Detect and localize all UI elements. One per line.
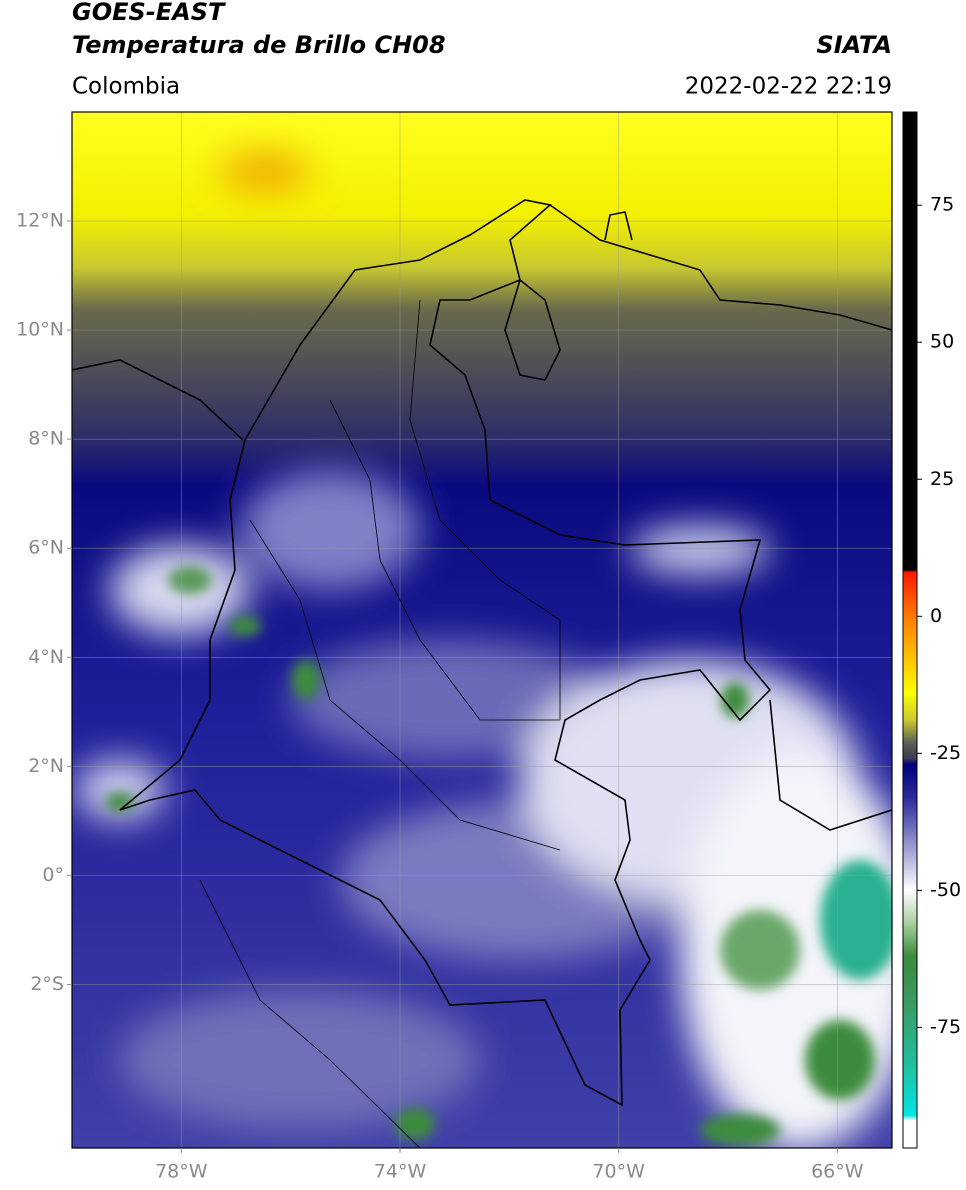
- lat-tick-label: 2°N: [28, 755, 64, 777]
- lon-tick-label: 74°W: [374, 1161, 427, 1183]
- lat-tick-label: 10°N: [16, 319, 64, 341]
- title-line1: GOES-EAST: [72, 0, 226, 26]
- satellite-image: [72, 112, 892, 1148]
- lat-tick-label: 4°N: [28, 646, 64, 668]
- colorbar-tick-label: 50: [930, 331, 954, 353]
- colorbar-tick-label: -25: [930, 742, 961, 764]
- colorbar-ramp: [902, 111, 918, 1149]
- colorbar-tick-label: 25: [930, 468, 954, 490]
- map-frame: [71, 111, 893, 1149]
- borders: [72, 199, 892, 1107]
- colorbar-tick-label: -75: [930, 1016, 961, 1038]
- lon-tick-label: 78°W: [155, 1161, 208, 1183]
- lat-tick-label: 0°: [42, 864, 64, 886]
- lat-tick-label: 2°S: [30, 973, 64, 995]
- colorbar-tick-label: 0: [930, 605, 942, 627]
- lon-tick-label: 66°W: [811, 1161, 864, 1183]
- colorbar-tick-label: -50: [930, 879, 961, 901]
- lat-tick-label: 6°N: [28, 537, 64, 559]
- timestamp: 2022-02-22 22:19: [685, 74, 892, 100]
- colorbar-tick-label: 75: [930, 194, 954, 216]
- region: Colombia: [72, 74, 180, 100]
- lon-tick-label: 70°W: [592, 1161, 645, 1183]
- lat-tick-label: 12°N: [16, 210, 64, 232]
- title-line2: Temperatura de Brillo CH08: [72, 31, 446, 59]
- lat-tick-label: 8°N: [28, 428, 64, 450]
- source: SIATA: [816, 31, 892, 59]
- internal-borders: [199, 299, 561, 1148]
- grid: [72, 112, 892, 1148]
- colorbar: 75 50 25 0 -25 -50 -75: [902, 111, 961, 1149]
